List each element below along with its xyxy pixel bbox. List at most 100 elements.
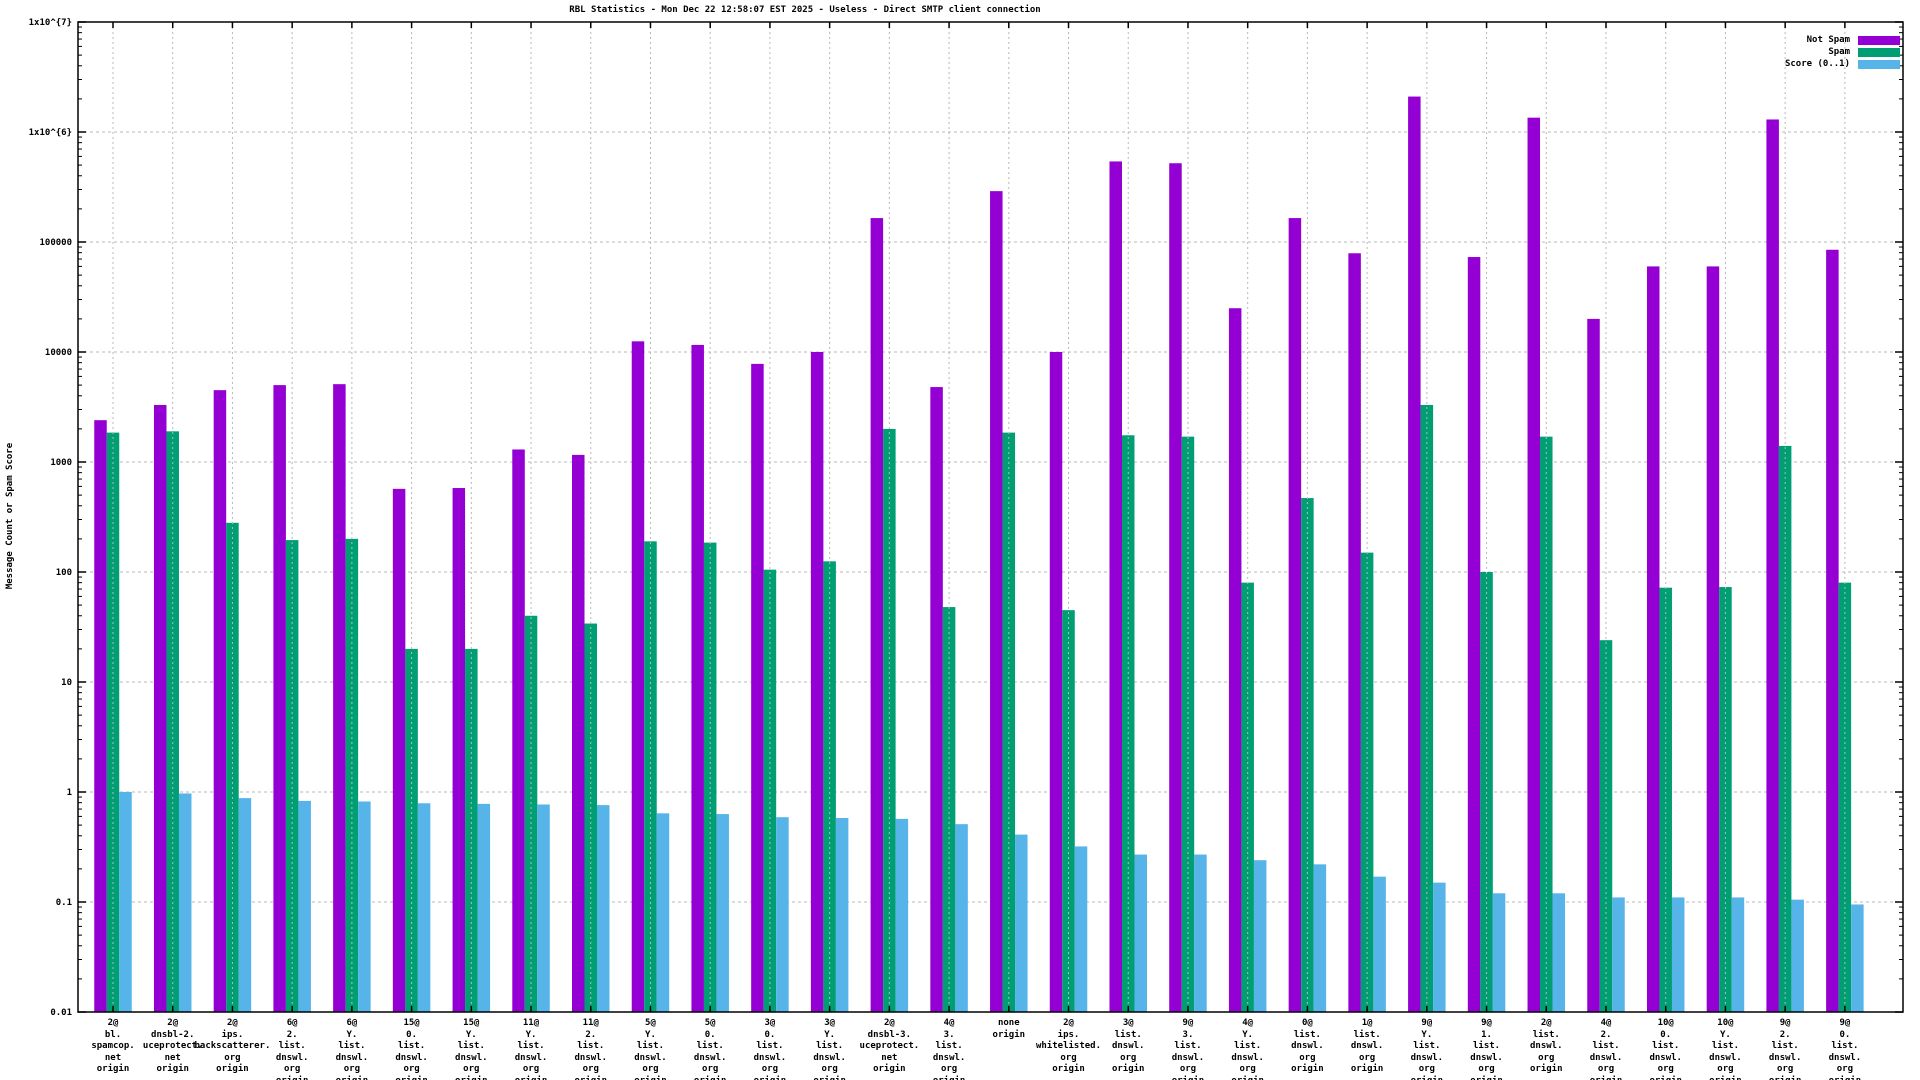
- x-axis-label: 1@ list. dnswl. org origin: [1350, 1018, 1384, 1074]
- bar-not-spam: [1348, 253, 1361, 1013]
- bar-spam: [644, 541, 657, 1012]
- x-axis-label: 3@ list. dnswl. org origin: [1111, 1018, 1145, 1074]
- bar-score-0-1-: [537, 804, 550, 1012]
- bar-score-0-1-: [716, 814, 729, 1012]
- chart-title: RBL Statistics - Mon Dec 22 12:58:07 EST…: [569, 5, 1041, 15]
- bar-not-spam: [153, 404, 167, 1012]
- bar-score-0-1-: [955, 824, 968, 1012]
- bar-not-spam: [1527, 117, 1541, 1013]
- y-tick-label: 1x10^{6}: [29, 128, 72, 138]
- bar-not-spam: [213, 390, 227, 1013]
- x-axis-label: 9@ 3. list. dnswl. org origin: [1171, 1018, 1205, 1080]
- bar-spam: [405, 648, 418, 1012]
- bar-not-spam: [452, 488, 466, 1012]
- bar-spam: [1659, 587, 1672, 1012]
- bar-spam: [1540, 436, 1553, 1012]
- bar-score-0-1-: [597, 805, 610, 1012]
- bar-spam: [823, 561, 836, 1012]
- x-axis-label: 11@ 2. list. dnswl. org origin: [574, 1018, 607, 1080]
- bar-spam: [1719, 587, 1732, 1012]
- bar-score-0-1-: [1851, 904, 1864, 1012]
- bar-score-0-1-: [1552, 893, 1566, 1012]
- bar-spam: [942, 607, 956, 1012]
- x-axis-label: 10@ Y. list. dnswl. org origin: [1709, 1018, 1742, 1080]
- x-axis-label: 6@ 2. list. dnswl. org origin: [275, 1018, 309, 1080]
- bar-score-0-1-: [1373, 876, 1386, 1012]
- x-axis-label: 15@ Y. list. dnswl. org origin: [455, 1018, 488, 1080]
- x-axis-label: 2@ dnsbl-2. uceprotect. net origin: [142, 1018, 203, 1074]
- y-tick-label: 100: [56, 568, 72, 578]
- x-axis-label: 9@ 2. list. dnswl. org origin: [1768, 1018, 1802, 1080]
- legend-row: Spam: [1785, 46, 1900, 58]
- bar-not-spam: [810, 352, 824, 1012]
- x-axis-label: 2@ ips. whitelisted. org origin: [1036, 1018, 1102, 1074]
- bar-score-0-1-: [417, 803, 431, 1012]
- bar-not-spam: [751, 363, 764, 1012]
- bar-score-0-1-: [835, 818, 849, 1012]
- bar-score-0-1-: [119, 792, 132, 1012]
- x-axis-label: 4@ Y. list. dnswl. org origin: [1231, 1018, 1264, 1080]
- y-tick-label: 10: [61, 678, 72, 688]
- bar-score-0-1-: [1492, 893, 1506, 1012]
- bar-spam: [1181, 436, 1195, 1012]
- bar-not-spam: [512, 449, 525, 1013]
- bar-spam: [1301, 498, 1314, 1013]
- x-axis-label: 2@ list. dnswl. org origin: [1530, 1018, 1563, 1074]
- bar-score-0-1-: [1731, 897, 1745, 1012]
- x-axis-label: 2@ ips. backscatterer. org origin: [194, 1018, 271, 1074]
- x-axis-label: 9@ 0. list. dnswl. org origin: [1828, 1018, 1862, 1080]
- bar-score-0-1-: [178, 793, 192, 1012]
- x-axis-label: 5@ 0. list. dnswl. org origin: [693, 1018, 727, 1080]
- x-axis-label: 9@ Y. list. dnswl. org origin: [1410, 1018, 1444, 1080]
- legend-swatch-not-spam: [1858, 35, 1900, 45]
- bar-not-spam: [572, 454, 585, 1012]
- legend-label-score-0-1-: Score (0..1): [1784, 59, 1850, 69]
- plot-border: [77, 21, 1904, 1013]
- x-axis-label: 4@ 2. list. dnswl. org origin: [1589, 1018, 1623, 1080]
- y-tick-label: 1: [67, 788, 72, 798]
- bar-score-0-1-: [895, 818, 909, 1012]
- bar-not-spam: [333, 384, 346, 1013]
- y-tick-label: 100000: [39, 238, 72, 248]
- bar-not-spam: [94, 420, 107, 1012]
- legend-row: Not Spam: [1785, 34, 1900, 46]
- x-axis-label: none origin: [992, 1018, 1026, 1040]
- bar-not-spam: [1646, 266, 1660, 1013]
- bar-score-0-1-: [298, 800, 311, 1012]
- bar-score-0-1-: [1313, 864, 1327, 1012]
- x-axis-label: 10@ 0. list. dnswl. org origin: [1649, 1018, 1682, 1080]
- bar-score-0-1-: [358, 801, 371, 1012]
- bar-not-spam: [691, 344, 704, 1012]
- legend: Not Spam Spam Score (0..1): [1785, 34, 1900, 70]
- bar-not-spam: [1228, 308, 1242, 1013]
- y-tick-label: 1000: [50, 458, 72, 468]
- legend-label-spam: Spam: [1828, 47, 1850, 57]
- x-axis-label: 2@ dnsbl-3. uceprotect. net origin: [859, 1018, 920, 1074]
- bar-score-0-1-: [1612, 897, 1625, 1012]
- bar-score-0-1-: [1134, 854, 1147, 1012]
- y-tick-label: 0.1: [56, 898, 72, 908]
- y-tick-label: 0.01: [50, 1008, 72, 1018]
- bar-not-spam: [1169, 163, 1182, 1013]
- bar-not-spam: [1049, 352, 1063, 1012]
- bar-spam: [1062, 610, 1075, 1012]
- bar-spam: [465, 648, 478, 1012]
- x-axis-label: 15@ 0. list. dnswl. org origin: [395, 1018, 428, 1080]
- bar-not-spam: [631, 341, 645, 1012]
- bar-not-spam: [1109, 161, 1122, 1012]
- bar-score-0-1-: [1253, 860, 1267, 1012]
- bar-not-spam: [870, 218, 884, 1012]
- bar-score-0-1-: [1194, 854, 1207, 1012]
- bar-score-0-1-: [1015, 834, 1028, 1012]
- bar-not-spam: [1766, 119, 1779, 1012]
- bar-not-spam: [1587, 318, 1600, 1012]
- x-axis-label: 11@ Y. list. dnswl. org origin: [514, 1018, 548, 1080]
- bar-not-spam: [1706, 266, 1720, 1013]
- bar-not-spam: [1826, 249, 1839, 1012]
- bar-spam: [345, 538, 359, 1012]
- x-axis-label: 3@ 0. list. dnswl. org origin: [753, 1018, 787, 1080]
- bar-score-0-1-: [656, 813, 670, 1012]
- bar-not-spam: [1408, 96, 1421, 1012]
